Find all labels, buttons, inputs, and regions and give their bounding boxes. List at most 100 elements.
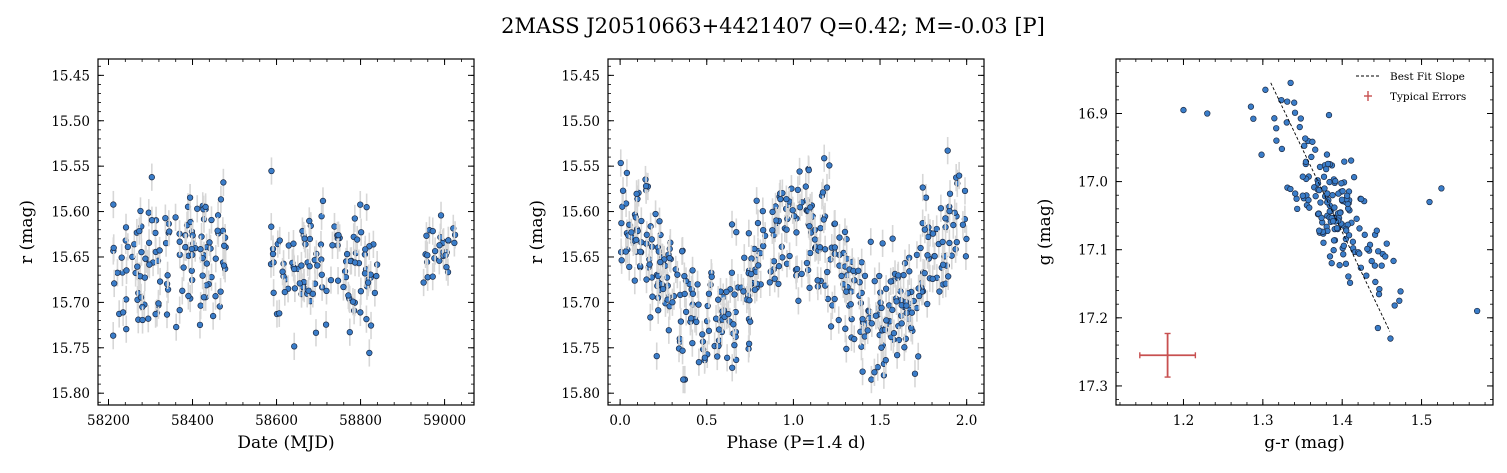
data-point [291, 285, 299, 292]
data-point [882, 285, 890, 292]
data-point [901, 344, 908, 351]
data-point [148, 174, 155, 181]
data-point [921, 269, 928, 277]
data-point [1314, 180, 1322, 187]
x-tick-label: 0.0 [609, 413, 630, 429]
data-point [715, 296, 722, 303]
data-point [733, 228, 740, 236]
data-point [871, 369, 878, 376]
data-point [908, 309, 916, 316]
data-point [929, 230, 937, 237]
data-point [1302, 135, 1309, 142]
data-point [877, 299, 884, 306]
data-point [1306, 204, 1313, 211]
data-point [887, 278, 894, 285]
data-point [946, 207, 953, 215]
data-point [913, 251, 921, 259]
data-point [1283, 119, 1290, 126]
data-point [138, 249, 145, 256]
data-point [944, 147, 951, 154]
data-point [185, 292, 192, 300]
data-point [1375, 248, 1382, 255]
data-point [753, 197, 760, 204]
data-point [357, 309, 364, 316]
data-point [1350, 174, 1358, 181]
data-point [1340, 251, 1347, 258]
data-point [1325, 111, 1333, 119]
data-point [1331, 204, 1338, 211]
data-point [1371, 262, 1379, 269]
x-tick-label: 0.5 [696, 413, 717, 429]
data-point [929, 275, 936, 283]
data-point [1204, 110, 1211, 117]
data-point [123, 296, 130, 303]
data-point [689, 267, 696, 274]
data-point [723, 354, 731, 361]
data-point [889, 235, 896, 242]
data-point [1294, 205, 1301, 213]
data-point [760, 226, 767, 234]
data-point [669, 299, 676, 306]
data-point [895, 336, 903, 344]
data-point [1473, 307, 1481, 315]
data-point [950, 221, 957, 229]
data-point [878, 344, 885, 351]
data-point [134, 263, 141, 270]
data-point [137, 207, 144, 215]
data-point [922, 194, 930, 201]
data-point [803, 259, 811, 267]
data-point [1345, 273, 1352, 280]
data-point [1324, 199, 1331, 206]
data-point [793, 265, 801, 273]
data-point [319, 197, 327, 205]
data-point [269, 250, 277, 258]
y-tick-label: 17.0 [1078, 175, 1108, 191]
data-point [855, 267, 862, 274]
data-point [1396, 297, 1403, 304]
data-point [329, 242, 336, 249]
data-point [843, 288, 850, 295]
data-point [730, 321, 737, 328]
data-point [1320, 173, 1328, 180]
data-point [139, 316, 146, 324]
data-point [1291, 99, 1298, 106]
x-tick-label: 1.5 [1411, 413, 1432, 429]
data-point [146, 261, 153, 268]
data-point [1297, 115, 1304, 122]
x-tick-label: 1.3 [1252, 413, 1273, 429]
data-point [677, 318, 685, 325]
data-point [617, 159, 624, 167]
data-point [687, 315, 695, 322]
data-point [622, 200, 630, 207]
data-point [674, 271, 681, 278]
data-point [643, 276, 650, 283]
data-point [655, 307, 662, 314]
y-tick-label: 15.55 [51, 159, 90, 175]
data-point [771, 275, 778, 282]
data-point [1323, 165, 1330, 173]
data-point [848, 316, 855, 323]
y-tick-label: 16.9 [1078, 106, 1108, 122]
data-point [451, 239, 458, 247]
data-point [806, 284, 813, 291]
data-point [155, 300, 162, 307]
data-point [835, 316, 842, 324]
data-point [423, 232, 430, 239]
data-point [1363, 272, 1370, 279]
data-point [1329, 192, 1336, 199]
data-point [1397, 288, 1404, 295]
data-point [1250, 115, 1257, 122]
data-point [363, 204, 370, 211]
data-point [318, 271, 325, 278]
data-point [1278, 145, 1286, 153]
data-point [731, 291, 738, 298]
data-point [1316, 227, 1323, 234]
data-point [759, 207, 766, 215]
data-point [638, 217, 645, 225]
data-point [859, 368, 866, 375]
data-point [203, 260, 210, 267]
data-point [296, 280, 303, 287]
data-point [173, 323, 180, 331]
x-tick-label: 1.0 [783, 413, 804, 429]
data-point [652, 210, 659, 218]
